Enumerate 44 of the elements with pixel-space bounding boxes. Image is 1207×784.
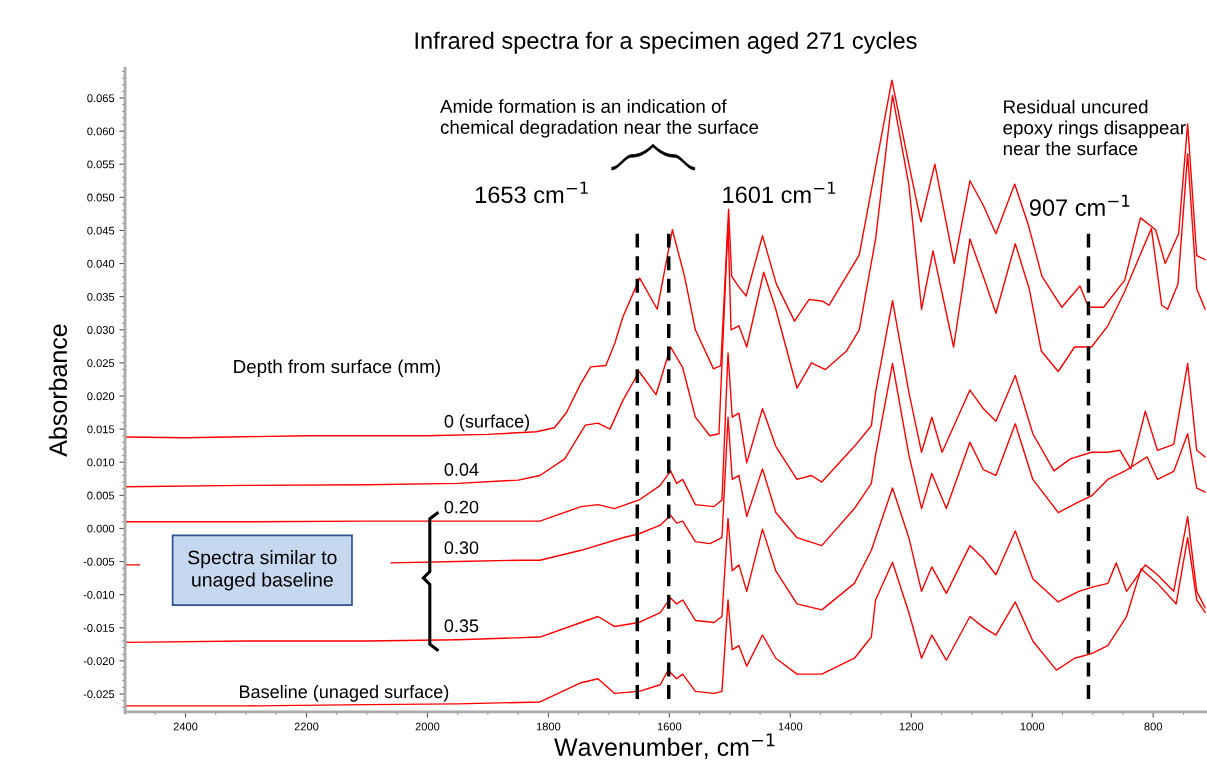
x-axis-title: Wavenumber, cm$^{−1}$: [554, 733, 775, 760]
y-tick-label: 0.040: [87, 259, 115, 268]
chart-title: Infrared spectra for a specimen aged 271 cycles: [415, 31, 917, 54]
y-tick-label: 0.015: [87, 425, 115, 434]
x-tick-label: 1400: [778, 722, 803, 731]
annotation: Amide formation is an indication of chemical degradation near the surface: [440, 99, 759, 138]
series-label: Baseline (unaged surface): [240, 684, 449, 702]
y-tick-label: -0.005: [83, 557, 115, 566]
annotation: Depth from surface (mm): [234, 359, 440, 377]
y-tick-label: 0.025: [87, 359, 115, 368]
y-tick-label: 0.000: [87, 524, 115, 533]
series-label: 0.20: [444, 500, 479, 514]
x-tick-label: 800: [1144, 722, 1163, 731]
y-tick-label: 0.060: [87, 127, 115, 136]
y-tick-label: -0.010: [83, 590, 115, 599]
x-tick-label: 2200: [294, 722, 319, 731]
series-label: 0.04: [444, 463, 479, 476]
annotation: Spectra similar to unaged baseline: [188, 550, 337, 591]
series-label: 0.30: [444, 541, 479, 555]
y-tick-label: 0.055: [87, 160, 115, 169]
y-tick-label: -0.015: [83, 624, 115, 632]
x-tick-label: 1000: [1020, 722, 1045, 731]
y-tick-label: 0.030: [87, 326, 115, 334]
y-tick-label: 0.050: [87, 193, 115, 202]
y-tick-label: 0.010: [87, 458, 115, 467]
y-tick-label: 0.035: [87, 292, 115, 301]
y-axis-title: Absorbance: [48, 324, 68, 457]
x-tick-label: 2000: [415, 722, 440, 731]
y-tick-label: -0.020: [83, 657, 115, 666]
x-tick-label: 1600: [657, 722, 682, 731]
annotation: Residual uncured epoxy rings disappear near the surface: [1003, 99, 1186, 156]
y-tick-label: 0.045: [87, 226, 115, 235]
series-label: 0.35: [444, 619, 479, 633]
y-tick-label: 0.065: [87, 94, 115, 103]
x-tick-label: 1800: [536, 722, 561, 731]
y-tick-label: -0.025: [83, 690, 115, 699]
y-tick-label: 0.005: [87, 491, 115, 500]
x-tick-label: 1200: [899, 722, 924, 731]
x-tick-label: 2400: [173, 722, 198, 731]
ref-line-label: 1653 cm$^{−1}$: [475, 181, 588, 204]
ref-line-label: 1601 cm$^{−1}$: [723, 181, 836, 204]
ref-line-label: 907 cm$^{−1}$: [1029, 194, 1130, 216]
series-label: 0 (surface): [444, 414, 530, 432]
y-tick-label: 0.020: [87, 392, 115, 401]
